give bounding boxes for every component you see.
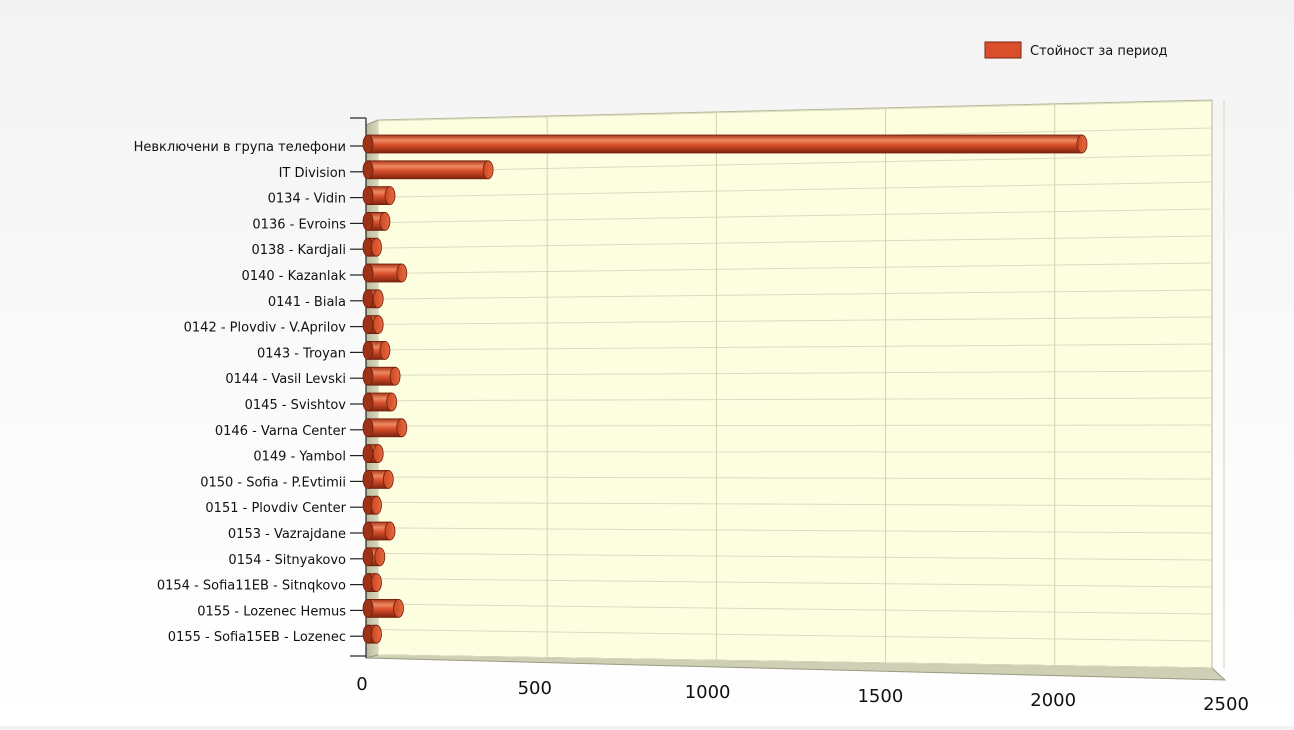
category-label: 0151 - Plovdiv Center (205, 501, 346, 516)
category-label: 0154 - Sitnyakovo (228, 553, 346, 568)
bar-start-cap (363, 522, 373, 540)
bar-start-cap (363, 548, 373, 566)
bar-end-cap (380, 341, 390, 359)
bar (363, 625, 382, 643)
bar-start-cap (363, 393, 373, 411)
bar-end-cap (385, 187, 395, 205)
bar-start-cap (363, 470, 373, 488)
bar (363, 264, 407, 282)
bar-end-cap (397, 264, 407, 282)
bar-end-cap (373, 290, 383, 308)
x-tick-label: 500 (518, 678, 552, 699)
bar (363, 522, 395, 540)
bar (363, 341, 390, 359)
bar-start-cap (363, 161, 373, 179)
bar (363, 599, 404, 617)
x-tick-label: 1000 (685, 682, 731, 703)
bar-start-cap (363, 445, 373, 463)
bar-end-cap (394, 599, 404, 617)
legend-swatch (985, 42, 1021, 58)
bar-end-cap (380, 212, 390, 230)
category-label: 0138 - Kardjali (252, 243, 346, 258)
bar-start-cap (363, 187, 373, 205)
bar-start-cap (363, 419, 373, 437)
category-label: 0141 - Biala (268, 295, 346, 310)
bar-body (368, 135, 1082, 153)
bar (363, 393, 397, 411)
bar-start-cap (363, 212, 373, 230)
bar-end-cap (387, 393, 397, 411)
bar-end-cap (372, 574, 382, 592)
bar-end-cap (372, 625, 382, 643)
bar (363, 445, 383, 463)
bar (363, 419, 407, 437)
category-label: 0140 - Kazanlak (242, 269, 347, 284)
bar-end-cap (397, 419, 407, 437)
bar (363, 470, 393, 488)
category-label: 0155 - Sofia15EB - Lozenec (168, 630, 346, 645)
bar-end-cap (383, 470, 393, 488)
x-tick-label: 0 (356, 674, 367, 695)
bar-start-cap (363, 264, 373, 282)
bar-end-cap (373, 445, 383, 463)
bar-end-cap (385, 522, 395, 540)
category-label: 0149 - Yambol (253, 450, 346, 465)
bar-end-cap (375, 548, 385, 566)
category-label: 0144 - Vasil Levski (225, 372, 346, 387)
category-label: 0154 - Sofia11EB - Sitnqkovo (157, 579, 346, 594)
category-label: 0142 - Plovdiv - V.Aprilov (184, 321, 347, 336)
x-tick-label: 1500 (857, 686, 903, 707)
bar-end-cap (390, 367, 400, 385)
bar (363, 316, 383, 334)
bar (363, 187, 395, 205)
bar-start-cap (363, 367, 373, 385)
category-label: 0146 - Varna Center (215, 424, 347, 439)
category-label: 0136 - Evroins (252, 217, 346, 232)
category-label: 0145 - Svishtov (245, 398, 347, 413)
bar-start-cap (363, 316, 373, 334)
bar-start-cap (363, 135, 373, 153)
category-label: Невключени в група телефони (134, 140, 346, 155)
bar-start-cap (363, 341, 373, 359)
bar-end-cap (372, 496, 382, 514)
x-tick-label: 2500 (1203, 694, 1249, 715)
bar (363, 212, 390, 230)
bar-start-cap (363, 290, 373, 308)
category-label: 0155 - Lozenec Hemus (197, 604, 346, 619)
bar-end-cap (372, 238, 382, 256)
bar (363, 238, 382, 256)
legend: Стойност за период (985, 42, 1168, 59)
bar-body (368, 161, 488, 179)
category-label: 0153 - Vazrajdane (228, 527, 346, 542)
category-label: 0134 - Vidin (268, 192, 346, 207)
bar (363, 367, 400, 385)
bar-end-cap (1077, 135, 1087, 153)
bar (363, 548, 385, 566)
bar (363, 496, 382, 514)
category-label: IT Division (279, 166, 346, 181)
legend-label: Стойност за период (1030, 44, 1168, 59)
category-label: 0150 - Sofia - P.Evtimii (200, 475, 346, 490)
bar (363, 161, 493, 179)
bar (363, 135, 1087, 153)
bar-end-cap (483, 161, 493, 179)
bar-start-cap (363, 599, 373, 617)
x-tick-labels: 0 500 1000 1500 2000 2500 (356, 674, 1249, 715)
category-labels: Невключени в група телефони IT Division 01… (134, 140, 366, 645)
category-label: 0143 - Troyan (257, 346, 346, 361)
x-tick-label: 2000 (1030, 690, 1076, 711)
bar-end-cap (373, 316, 383, 334)
bar (363, 574, 382, 592)
bar (363, 290, 383, 308)
